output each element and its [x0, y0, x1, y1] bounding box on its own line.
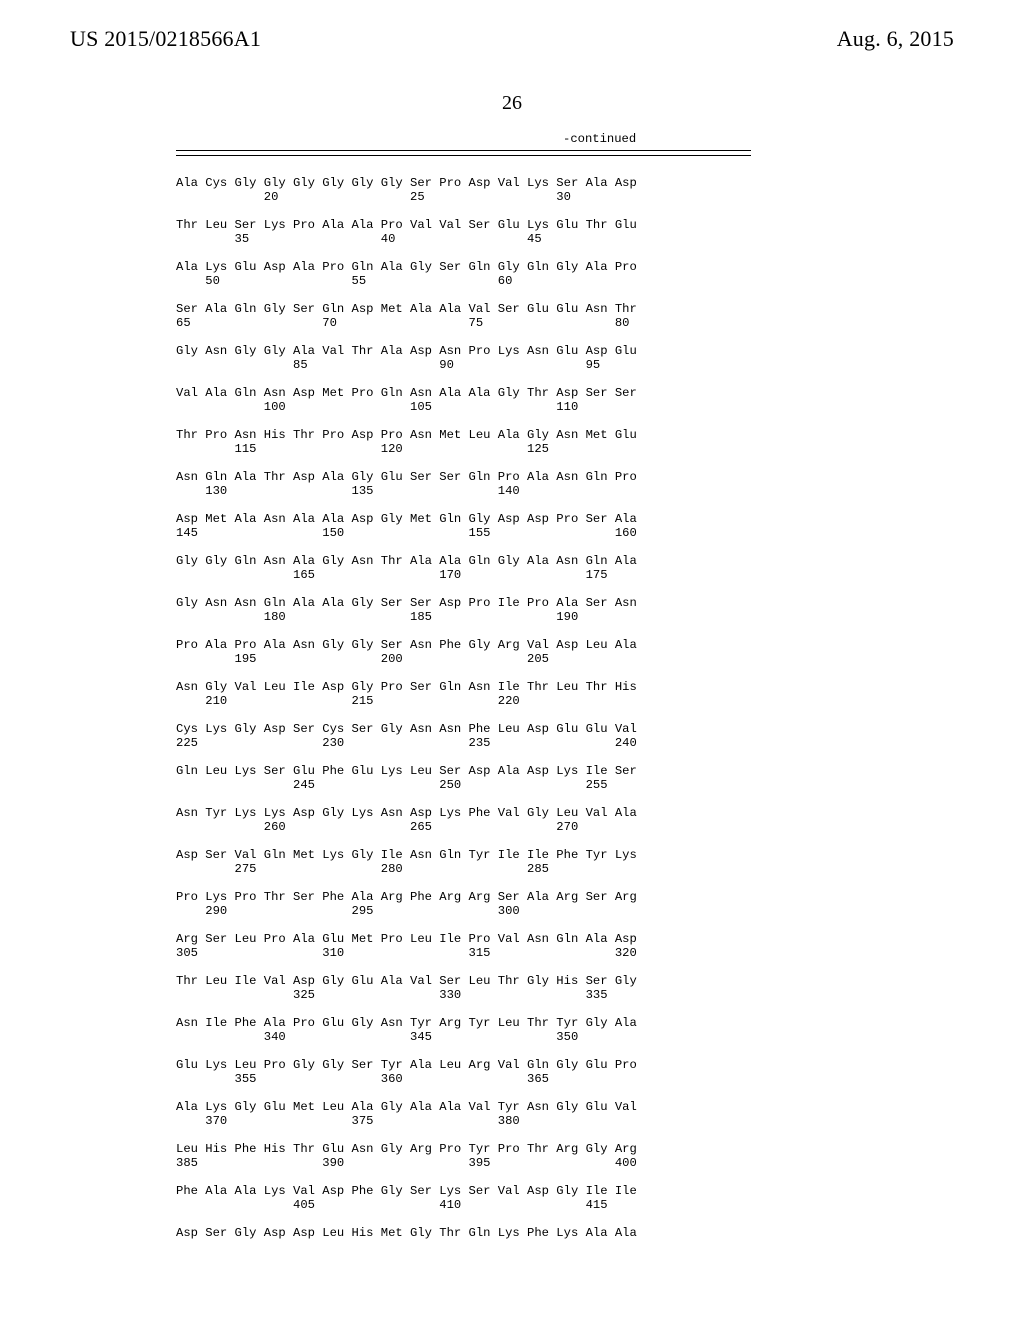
continued-label: -continued: [563, 132, 636, 146]
page-number: 26: [0, 92, 1024, 115]
rule-top: [176, 150, 751, 151]
pub-date: Aug. 6, 2015: [837, 26, 954, 52]
rule-below: [176, 155, 751, 156]
sequence-listing: Ala Cys Gly Gly Gly Gly Gly Gly Ser Pro …: [176, 176, 751, 1240]
pub-number: US 2015/0218566A1: [70, 26, 261, 52]
page: US 2015/0218566A1 Aug. 6, 2015 26 -conti…: [0, 0, 1024, 1320]
